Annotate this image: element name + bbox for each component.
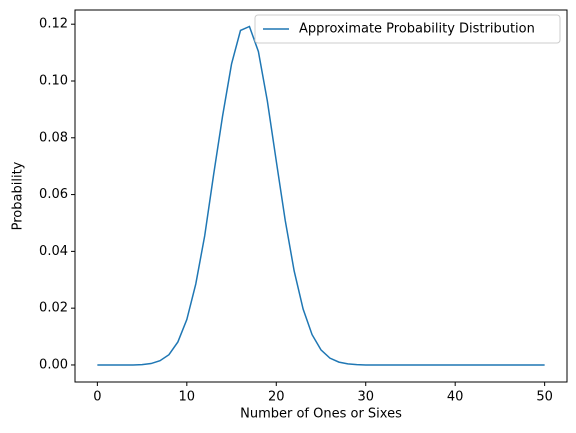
- plot-frame: [74, 9, 568, 383]
- line-series: [97, 25, 545, 366]
- y-tick-label: 0.12: [39, 17, 68, 32]
- y-axis-label: Probability: [11, 161, 26, 230]
- y-tick-label: 0.02: [39, 301, 68, 316]
- x-tick-label: 0: [93, 390, 101, 405]
- legend-label: Approximate Probability Distribution: [299, 22, 535, 37]
- x-tick-label: 30: [357, 390, 374, 405]
- x-tick-label: 10: [179, 390, 196, 405]
- y-tick-label: 0.00: [39, 357, 68, 372]
- y-tick-label: 0.10: [39, 73, 68, 88]
- x-axis-label: Number of Ones or Sixes: [240, 407, 402, 422]
- y-tick-label: 0.04: [39, 244, 68, 259]
- x-tick-label: 20: [268, 390, 285, 405]
- legend-box: [254, 14, 561, 44]
- x-tick-label: 40: [447, 390, 464, 405]
- y-tick-label: 0.08: [39, 130, 68, 145]
- x-tick-label: 50: [536, 390, 553, 405]
- y-tick-label: 0.06: [39, 187, 68, 202]
